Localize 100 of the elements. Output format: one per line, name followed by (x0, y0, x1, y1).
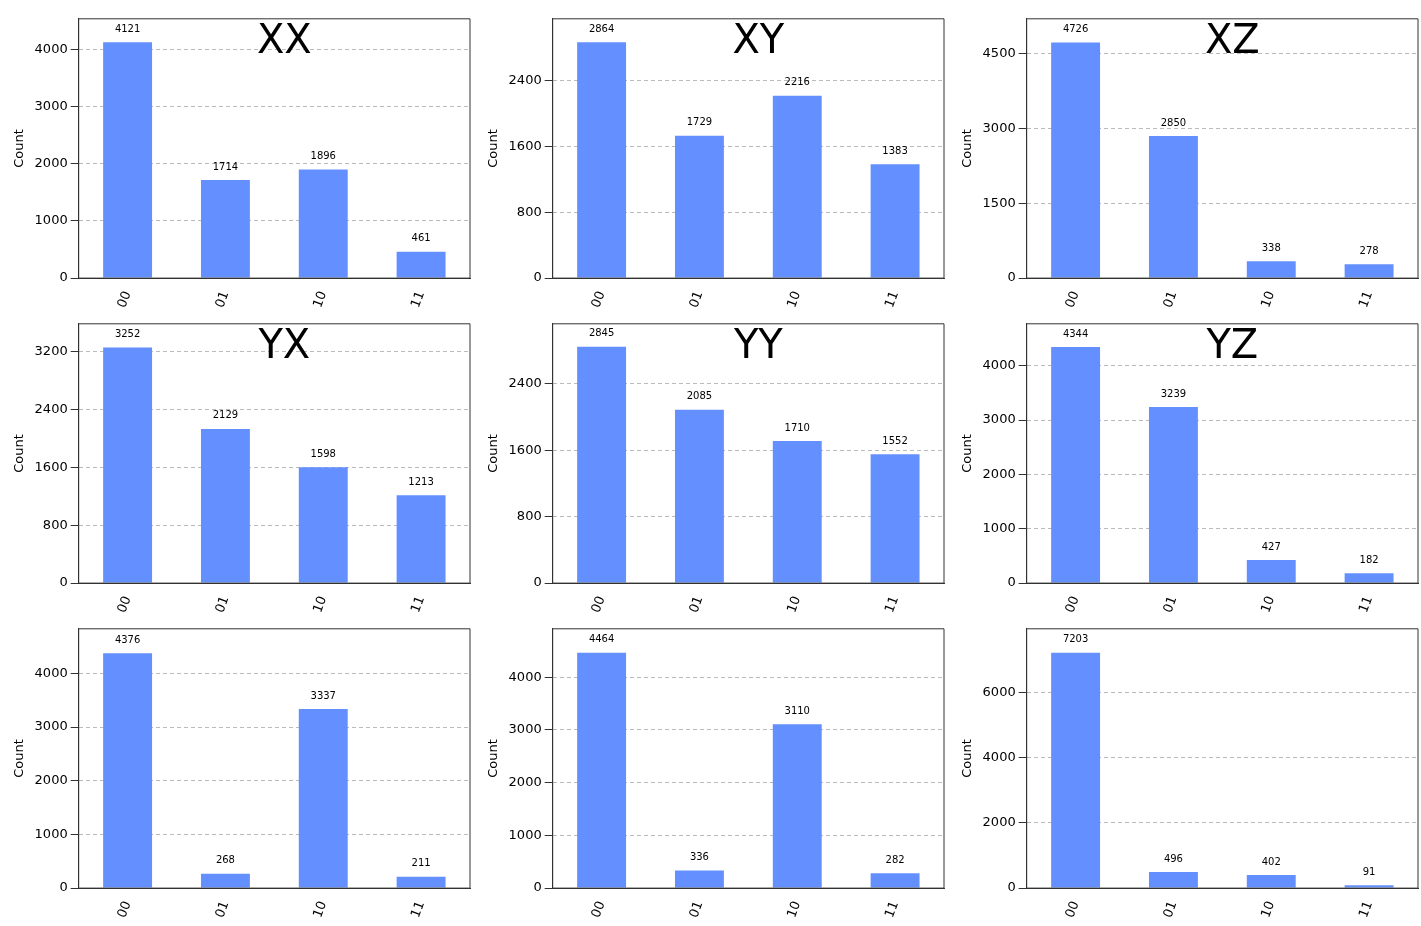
data-label: 211 (411, 857, 431, 869)
y-tick-label: 0 (59, 269, 68, 285)
bar (200, 873, 250, 888)
data-label: 402 (1261, 855, 1281, 867)
x-tick-label: 11 (1355, 898, 1376, 920)
x-tick-label: 11 (407, 898, 428, 920)
x-tick-label: 11 (881, 898, 902, 920)
bar (870, 873, 920, 888)
data-label: 1383 (882, 144, 908, 156)
y-tick-label: 0 (59, 879, 68, 895)
data-label: 3252 (114, 328, 141, 340)
y-tick-label: 2000 (34, 155, 68, 170)
bar (200, 428, 250, 583)
y-tick-label: 1000 (508, 826, 542, 842)
data-label: 2216 (784, 76, 810, 88)
data-label: 282 (885, 853, 905, 865)
bar (1051, 652, 1101, 888)
x-tick-label: 10 (309, 288, 330, 310)
data-label: 4344 (1062, 327, 1089, 339)
x-tick-label: 11 (1355, 288, 1376, 310)
x-tick-label: 00 (1061, 288, 1082, 310)
bar (103, 347, 153, 583)
y-axis-title: Count (959, 434, 975, 473)
x-tick-label: 01 (685, 288, 706, 310)
y-tick-label: 0 (533, 879, 542, 895)
x-tick-label: 01 (211, 898, 232, 920)
y-axis-title: Count (959, 129, 975, 168)
bar (1148, 407, 1198, 583)
bar (772, 440, 822, 583)
bar (1246, 261, 1296, 278)
data-label: 1552 (882, 434, 908, 446)
y-tick-label: 4000 (34, 40, 68, 56)
bar (1344, 573, 1394, 583)
y-axis-title: Count (11, 434, 27, 473)
y-tick-label: 1000 (982, 520, 1016, 536)
bar (772, 95, 822, 278)
y-tick-label: 6000 (982, 683, 1016, 699)
y-tick-label: 3000 (982, 411, 1016, 427)
bar (674, 135, 724, 278)
bar (1246, 559, 1296, 583)
x-tick-label: 11 (407, 593, 428, 615)
x-tick-label: 11 (881, 593, 902, 615)
x-tick-label: 00 (587, 593, 608, 615)
data-label: 4376 (114, 633, 141, 645)
bar (1051, 346, 1101, 583)
x-tick-label: 10 (1257, 593, 1278, 615)
data-label: 1598 (310, 447, 336, 459)
chart-title: YZ (1205, 321, 1259, 368)
bar (870, 454, 920, 583)
bar (298, 169, 348, 278)
x-tick-label: 10 (309, 898, 330, 920)
y-tick-label: 3000 (34, 718, 68, 734)
y-axis-title: Count (959, 739, 975, 778)
y-tick-label: 0 (1007, 879, 1016, 895)
data-label: 3239 (1160, 387, 1187, 399)
x-tick-label: 01 (1159, 593, 1180, 615)
bar (200, 180, 250, 278)
chart-title: XZ (1204, 16, 1260, 63)
y-tick-label: 1600 (508, 441, 542, 457)
bar (298, 467, 348, 583)
y-tick-label: 1500 (982, 194, 1016, 210)
x-tick-label: 00 (587, 898, 608, 920)
y-tick-label: 2000 (982, 465, 1016, 481)
y-tick-label: 800 (516, 203, 542, 219)
y-tick-label: 4000 (982, 748, 1016, 764)
x-tick-label: 01 (685, 898, 706, 920)
bar (577, 346, 627, 583)
x-tick-label: 10 (1257, 898, 1278, 920)
y-tick-label: 800 (516, 508, 542, 523)
chart-title: XY (732, 16, 785, 63)
data-label: 7203 (1062, 633, 1089, 645)
y-tick-label: 1000 (34, 212, 68, 228)
y-tick-label: 1600 (34, 458, 68, 474)
bar (1148, 135, 1198, 278)
y-tick-label: 2000 (508, 774, 542, 790)
data-label: 2864 (588, 22, 615, 34)
x-tick-label: 10 (783, 288, 804, 310)
data-label: 268 (215, 854, 235, 866)
y-tick-label: 2400 (34, 400, 68, 416)
data-label: 338 (1261, 241, 1281, 253)
data-label: 2850 (1160, 116, 1187, 128)
y-tick-label: 0 (533, 574, 542, 590)
y-tick-label: 3000 (982, 119, 1016, 135)
x-tick-label: 00 (113, 898, 134, 920)
x-tick-label: 10 (783, 898, 804, 920)
bar (396, 495, 446, 583)
x-tick-label: 01 (1159, 288, 1180, 310)
x-tick-label: 10 (783, 593, 804, 615)
bar (1051, 42, 1101, 278)
y-tick-label: 3000 (508, 721, 542, 737)
bar (1344, 264, 1394, 278)
y-axis-title: Count (485, 434, 501, 473)
y-axis-title: Count (11, 129, 27, 168)
bar (674, 409, 724, 583)
y-tick-label: 0 (59, 574, 68, 590)
y-tick-label: 3000 (34, 97, 68, 113)
x-tick-label: 01 (685, 593, 706, 615)
y-tick-label: 0 (1007, 269, 1016, 285)
bar (298, 708, 348, 888)
data-label: 336 (689, 851, 709, 862)
